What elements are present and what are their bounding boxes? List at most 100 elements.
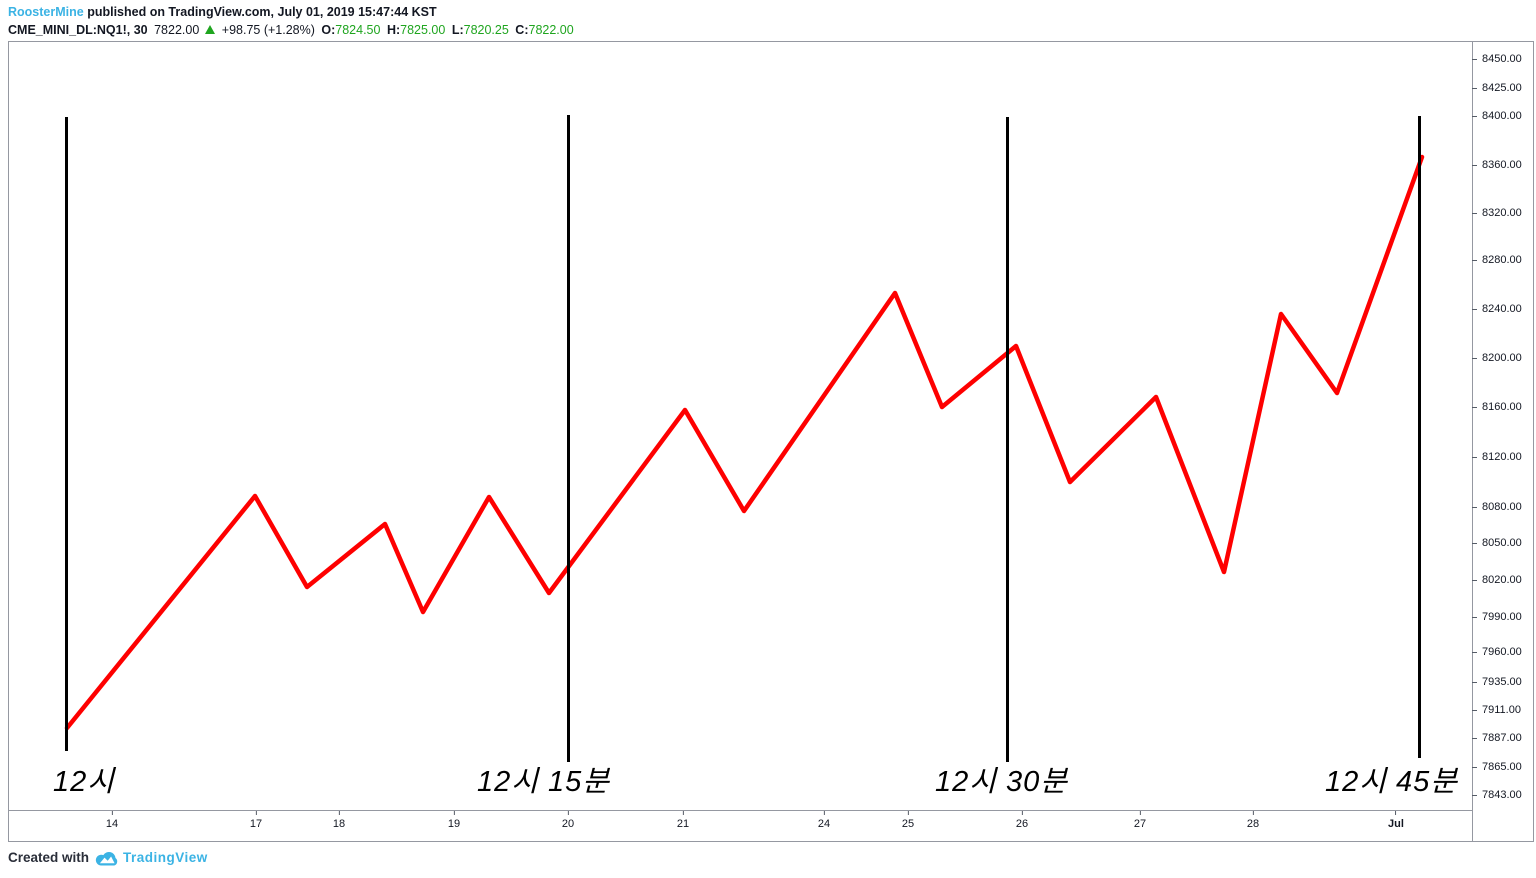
time-marker-line: [567, 115, 570, 762]
x-axis[interactable]: 14 17 18 19 20 21 24 25 26 27 28 Jul: [9, 810, 1473, 842]
x-tick-dash: [1252, 811, 1254, 815]
y-axis-tick: 7911.00: [1472, 704, 1521, 716]
x-tick-dash: [907, 811, 909, 815]
ohlc-high-label: H:: [386, 23, 401, 37]
price-line: [64, 154, 1425, 731]
created-with-text: Created with: [8, 850, 90, 865]
y-tick-label: 7911.00: [1482, 704, 1521, 716]
x-tick-dash: [1395, 811, 1397, 815]
x-axis-tick: 25: [902, 811, 914, 830]
y-tick-dash: [1472, 681, 1477, 683]
x-tick-label: 28: [1246, 818, 1260, 830]
x-axis-tick: 20: [562, 811, 574, 830]
y-tick-label: 8400.00: [1482, 110, 1522, 122]
y-tick-label: 8280.00: [1482, 254, 1522, 266]
ohlc-low-value: 7820.25: [463, 23, 509, 37]
ohlc-open-value: 7824.50: [335, 23, 381, 37]
y-tick-dash: [1472, 506, 1477, 508]
y-tick-dash: [1472, 406, 1477, 408]
y-axis[interactable]: 8450.00 8425.00 8400.00 8360.00 8320.00 8280.…: [1472, 42, 1533, 811]
y-tick-label: 8160.00: [1482, 401, 1522, 413]
publish-info: RoosterMine published on TradingView.com…: [8, 3, 577, 21]
y-tick-dash: [1472, 87, 1477, 89]
x-axis-tick: Jul: [1388, 811, 1404, 830]
time-marker-label: 12시 30분: [935, 766, 1068, 798]
y-axis-tick: 8020.00: [1472, 574, 1522, 586]
x-tick-dash: [567, 811, 569, 815]
x-tick-dash: [1139, 811, 1141, 815]
price-line-svg: [64, 154, 1425, 731]
x-tick-label: 25: [901, 818, 915, 830]
x-tick-label: 17: [249, 818, 263, 830]
x-axis-tick: 14: [106, 811, 118, 830]
time-marker-label: 12시 15분: [477, 766, 610, 798]
y-axis-tick: 8200.00: [1472, 352, 1522, 364]
y-axis-tick: 7990.00: [1472, 611, 1522, 623]
y-axis-tick: 8120.00: [1472, 451, 1522, 463]
x-tick-dash: [823, 811, 825, 815]
y-tick-dash: [1472, 164, 1477, 166]
y-tick-dash: [1472, 616, 1477, 618]
time-marker-label: 12시: [53, 766, 115, 798]
symbol-row: CME_MINI_DL:NQ1!, 30 7822.00 +98.75 (+1.…: [8, 21, 577, 39]
tradingview-brand-text[interactable]: TradingView: [123, 850, 208, 865]
ohlc-close-label: C:: [515, 23, 529, 37]
x-tick-dash: [338, 811, 340, 815]
ohlc-close-value: 7822.00: [528, 23, 574, 37]
y-axis-tick: 8280.00: [1472, 254, 1522, 266]
price-change: +98.75 (+1.28%): [221, 23, 315, 37]
x-tick-label: 24: [817, 818, 831, 830]
snapshot-header: RoosterMine published on TradingView.com…: [8, 3, 577, 39]
published-text: published on TradingView.com, July 01, 2…: [87, 5, 437, 19]
y-tick-dash: [1472, 766, 1477, 768]
x-axis-tick: 27: [1134, 811, 1146, 830]
y-tick-label: 8080.00: [1482, 501, 1522, 513]
y-tick-dash: [1472, 651, 1477, 653]
y-tick-dash: [1472, 456, 1477, 458]
plot-area[interactable]: 12시 12시 15분 12시 30분 12시 45분: [9, 42, 1473, 811]
y-axis-tick: 8320.00: [1472, 207, 1522, 219]
chart-frame: 12시 12시 15분 12시 30분 12시 45분 8450.00 8425.00 8…: [8, 41, 1534, 842]
y-tick-dash: [1472, 357, 1477, 359]
y-tick-dash: [1472, 212, 1477, 214]
y-axis-tick: 8450.00: [1472, 53, 1522, 65]
x-tick-label: Jul: [1388, 818, 1404, 830]
x-tick-label: 26: [1015, 818, 1029, 830]
x-tick-label: 18: [332, 818, 346, 830]
x-tick-dash: [682, 811, 684, 815]
x-axis-tick: 18: [333, 811, 345, 830]
y-tick-label: 8020.00: [1482, 574, 1522, 586]
y-tick-dash: [1472, 709, 1477, 711]
y-axis-tick: 8240.00: [1472, 303, 1522, 315]
footer-branding: Created with TradingView: [8, 849, 208, 866]
x-axis-tick: 26: [1016, 811, 1028, 830]
y-tick-label: 7960.00: [1482, 646, 1522, 658]
y-axis-tick: 7865.00: [1472, 761, 1522, 773]
y-tick-label: 8450.00: [1482, 53, 1522, 65]
y-tick-label: 7865.00: [1482, 761, 1522, 773]
y-axis-tick: 8400.00: [1472, 110, 1522, 122]
y-tick-label: 8320.00: [1482, 207, 1522, 219]
y-tick-label: 8120.00: [1482, 451, 1522, 463]
author-name: RoosterMine: [8, 5, 84, 19]
y-axis-tick: 7887.00: [1472, 732, 1522, 744]
x-tick-label: 21: [676, 818, 690, 830]
x-axis-tick: 21: [677, 811, 689, 830]
time-marker-line: [65, 117, 68, 751]
y-axis-tick: 7843.00: [1472, 789, 1522, 801]
y-tick-label: 8050.00: [1482, 537, 1522, 549]
y-axis-tick: 8050.00: [1472, 537, 1522, 549]
ohlc-open-label: O:: [321, 23, 336, 37]
x-tick-dash: [255, 811, 257, 815]
y-tick-dash: [1472, 308, 1477, 310]
x-axis-tick: 19: [448, 811, 460, 830]
x-tick-label: 19: [447, 818, 461, 830]
x-tick-label: 20: [561, 818, 575, 830]
up-triangle-icon: [205, 25, 216, 34]
x-axis-tick: 24: [818, 811, 830, 830]
y-tick-dash: [1472, 579, 1477, 581]
y-axis-tick: 8080.00: [1472, 501, 1522, 513]
x-tick-dash: [453, 811, 455, 815]
x-tick-label: 14: [105, 818, 119, 830]
y-axis-tick: 8160.00: [1472, 401, 1522, 413]
